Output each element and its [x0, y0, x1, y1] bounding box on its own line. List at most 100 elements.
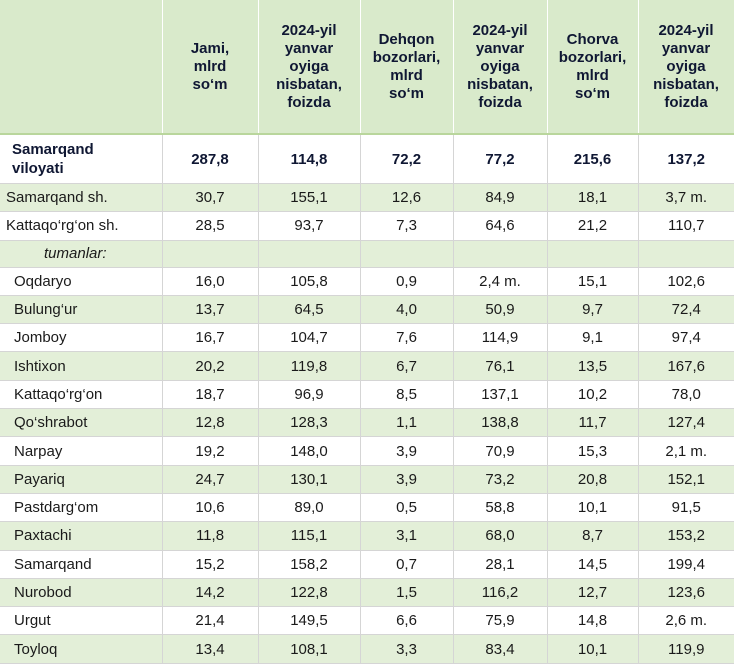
row-value — [161, 240, 258, 268]
row-value — [359, 240, 453, 268]
header-farm-markets: Dehqon bozorlari, mlrd so‘m — [359, 0, 454, 134]
row-value: 104,7 — [257, 323, 360, 353]
row-value: 153,2 — [637, 521, 734, 551]
row-value: 137,1 — [452, 380, 547, 410]
row-value — [637, 240, 734, 268]
row-value: 102,6 — [637, 267, 734, 296]
row-label: Nurobod — [0, 578, 162, 608]
row-value: 16,0 — [161, 267, 258, 296]
table-row: Oqdaryo 16,0 105,8 0,9 2,4 m. 15,1 102,6 — [0, 267, 734, 296]
row-value: 9,1 — [546, 323, 638, 353]
row-value: 1,1 — [359, 408, 453, 438]
row-value: 15,3 — [546, 436, 638, 466]
row-value — [452, 240, 547, 268]
row-value: 123,6 — [637, 578, 734, 608]
header-region — [0, 0, 163, 134]
row-value: 21,4 — [161, 606, 258, 636]
row-value: 1,5 — [359, 578, 453, 608]
row-value: 18,1 — [546, 183, 638, 213]
row-label: Kattaqo‘rg‘on sh. — [0, 211, 162, 241]
table-row: Kattaqo‘rg‘on sh. 28,5 93,7 7,3 64,6 21,2 110,… — [0, 211, 734, 241]
row-value: 105,8 — [257, 267, 360, 296]
row-value: 7,6 — [359, 323, 453, 353]
row-value: 119,9 — [637, 634, 734, 664]
row-label: Kattaqo‘rg‘on — [0, 380, 162, 410]
row-value: 3,7 m. — [637, 183, 734, 213]
header-farm-markets-pct-label: 2024-yil yanvar oyiga nisbatan, foizda — [467, 21, 533, 111]
row-label: Paxtachi — [0, 521, 162, 551]
table-row: Narpay 19,2 148,0 3,9 70,9 15,3 2,1 m. — [0, 436, 734, 466]
row-value: 10,1 — [546, 634, 638, 664]
table-row: Qo‘shrabot 12,8 128,3 1,1 138,8 11,7 127,4 — [0, 408, 734, 438]
row-value: 2,6 m. — [637, 606, 734, 636]
row-label: Payariq — [0, 465, 162, 494]
row-value: 3,3 — [359, 634, 453, 664]
row-value: 13,5 — [546, 351, 638, 381]
row-value: 13,4 — [161, 634, 258, 664]
row-value: 68,0 — [452, 521, 547, 551]
row-value: 19,2 — [161, 436, 258, 466]
row-value: 11,8 — [161, 521, 258, 551]
row-value: 2,1 m. — [637, 436, 734, 466]
row-label: Samarqand — [0, 550, 162, 579]
row-value: 14,5 — [546, 550, 638, 579]
row-value: 7,3 — [359, 211, 453, 241]
row-value: 50,9 — [452, 295, 547, 325]
row-label: Narpay — [0, 436, 162, 466]
row-value: 64,6 — [452, 211, 547, 241]
table-row: Jomboy 16,7 104,7 7,6 114,9 9,1 97,4 — [0, 323, 734, 353]
row-value: 114,8 — [257, 134, 360, 184]
row-value: 13,7 — [161, 295, 258, 325]
row-value: 152,1 — [637, 465, 734, 494]
row-label: Oqdaryo — [0, 267, 162, 296]
row-value: 115,1 — [257, 521, 360, 551]
row-value: 28,1 — [452, 550, 547, 579]
row-value: 155,1 — [257, 183, 360, 213]
row-value — [546, 240, 638, 268]
row-label: Samarqand viloyati — [0, 134, 162, 184]
row-value: 122,8 — [257, 578, 360, 608]
row-value: 199,4 — [637, 550, 734, 579]
row-value: 6,6 — [359, 606, 453, 636]
row-value: 58,8 — [452, 493, 547, 523]
table-row-subheading: tumanlar: — [0, 240, 734, 268]
row-label: Bulung‘ur — [0, 295, 162, 325]
header-total-label: Jami, mlrd so‘m — [190, 39, 230, 93]
row-value: 0,5 — [359, 493, 453, 523]
row-value: 72,2 — [359, 134, 453, 184]
row-value: 14,8 — [546, 606, 638, 636]
row-value: 11,7 — [546, 408, 638, 438]
row-label: Qo‘shrabot — [0, 408, 162, 438]
row-value: 24,7 — [161, 465, 258, 494]
row-value: 2,4 m. — [452, 267, 547, 296]
row-value: 8,5 — [359, 380, 453, 410]
row-label: Urgut — [0, 606, 162, 636]
row-label: Jomboy — [0, 323, 162, 353]
row-value: 137,2 — [637, 134, 734, 184]
row-value: 110,7 — [637, 211, 734, 241]
table-row: Payariq 24,7 130,1 3,9 73,2 20,8 152,1 — [0, 465, 734, 494]
row-label: Pastdarg‘om — [0, 493, 162, 523]
row-label: Toyloq — [0, 634, 162, 664]
table-row: Urgut 21,4 149,5 6,6 75,9 14,8 2,6 m. — [0, 606, 734, 636]
row-value: 76,1 — [452, 351, 547, 381]
row-value: 97,4 — [637, 323, 734, 353]
row-value: 93,7 — [257, 211, 360, 241]
row-value: 21,2 — [546, 211, 638, 241]
row-value: 3,9 — [359, 436, 453, 466]
row-value: 130,1 — [257, 465, 360, 494]
table-row: Kattaqo‘rg‘on 18,7 96,9 8,5 137,1 10,2 78,0 — [0, 380, 734, 410]
row-value: 15,2 — [161, 550, 258, 579]
table-row: Bulung‘ur 13,7 64,5 4,0 50,9 9,7 72,4 — [0, 295, 734, 325]
header-total-pct-label: 2024-yil yanvar oyiga nisbatan, foizda — [276, 21, 342, 111]
row-value: 119,8 — [257, 351, 360, 381]
row-value: 9,7 — [546, 295, 638, 325]
row-value: 14,2 — [161, 578, 258, 608]
row-value: 158,2 — [257, 550, 360, 579]
row-value: 20,2 — [161, 351, 258, 381]
row-value: 12,7 — [546, 578, 638, 608]
table-row: Pastdarg‘om 10,6 89,0 0,5 58,8 10,1 91,5 — [0, 493, 734, 523]
header-total-pct: 2024-yil yanvar oyiga nisbatan, foizda — [257, 0, 361, 134]
row-value: 8,7 — [546, 521, 638, 551]
